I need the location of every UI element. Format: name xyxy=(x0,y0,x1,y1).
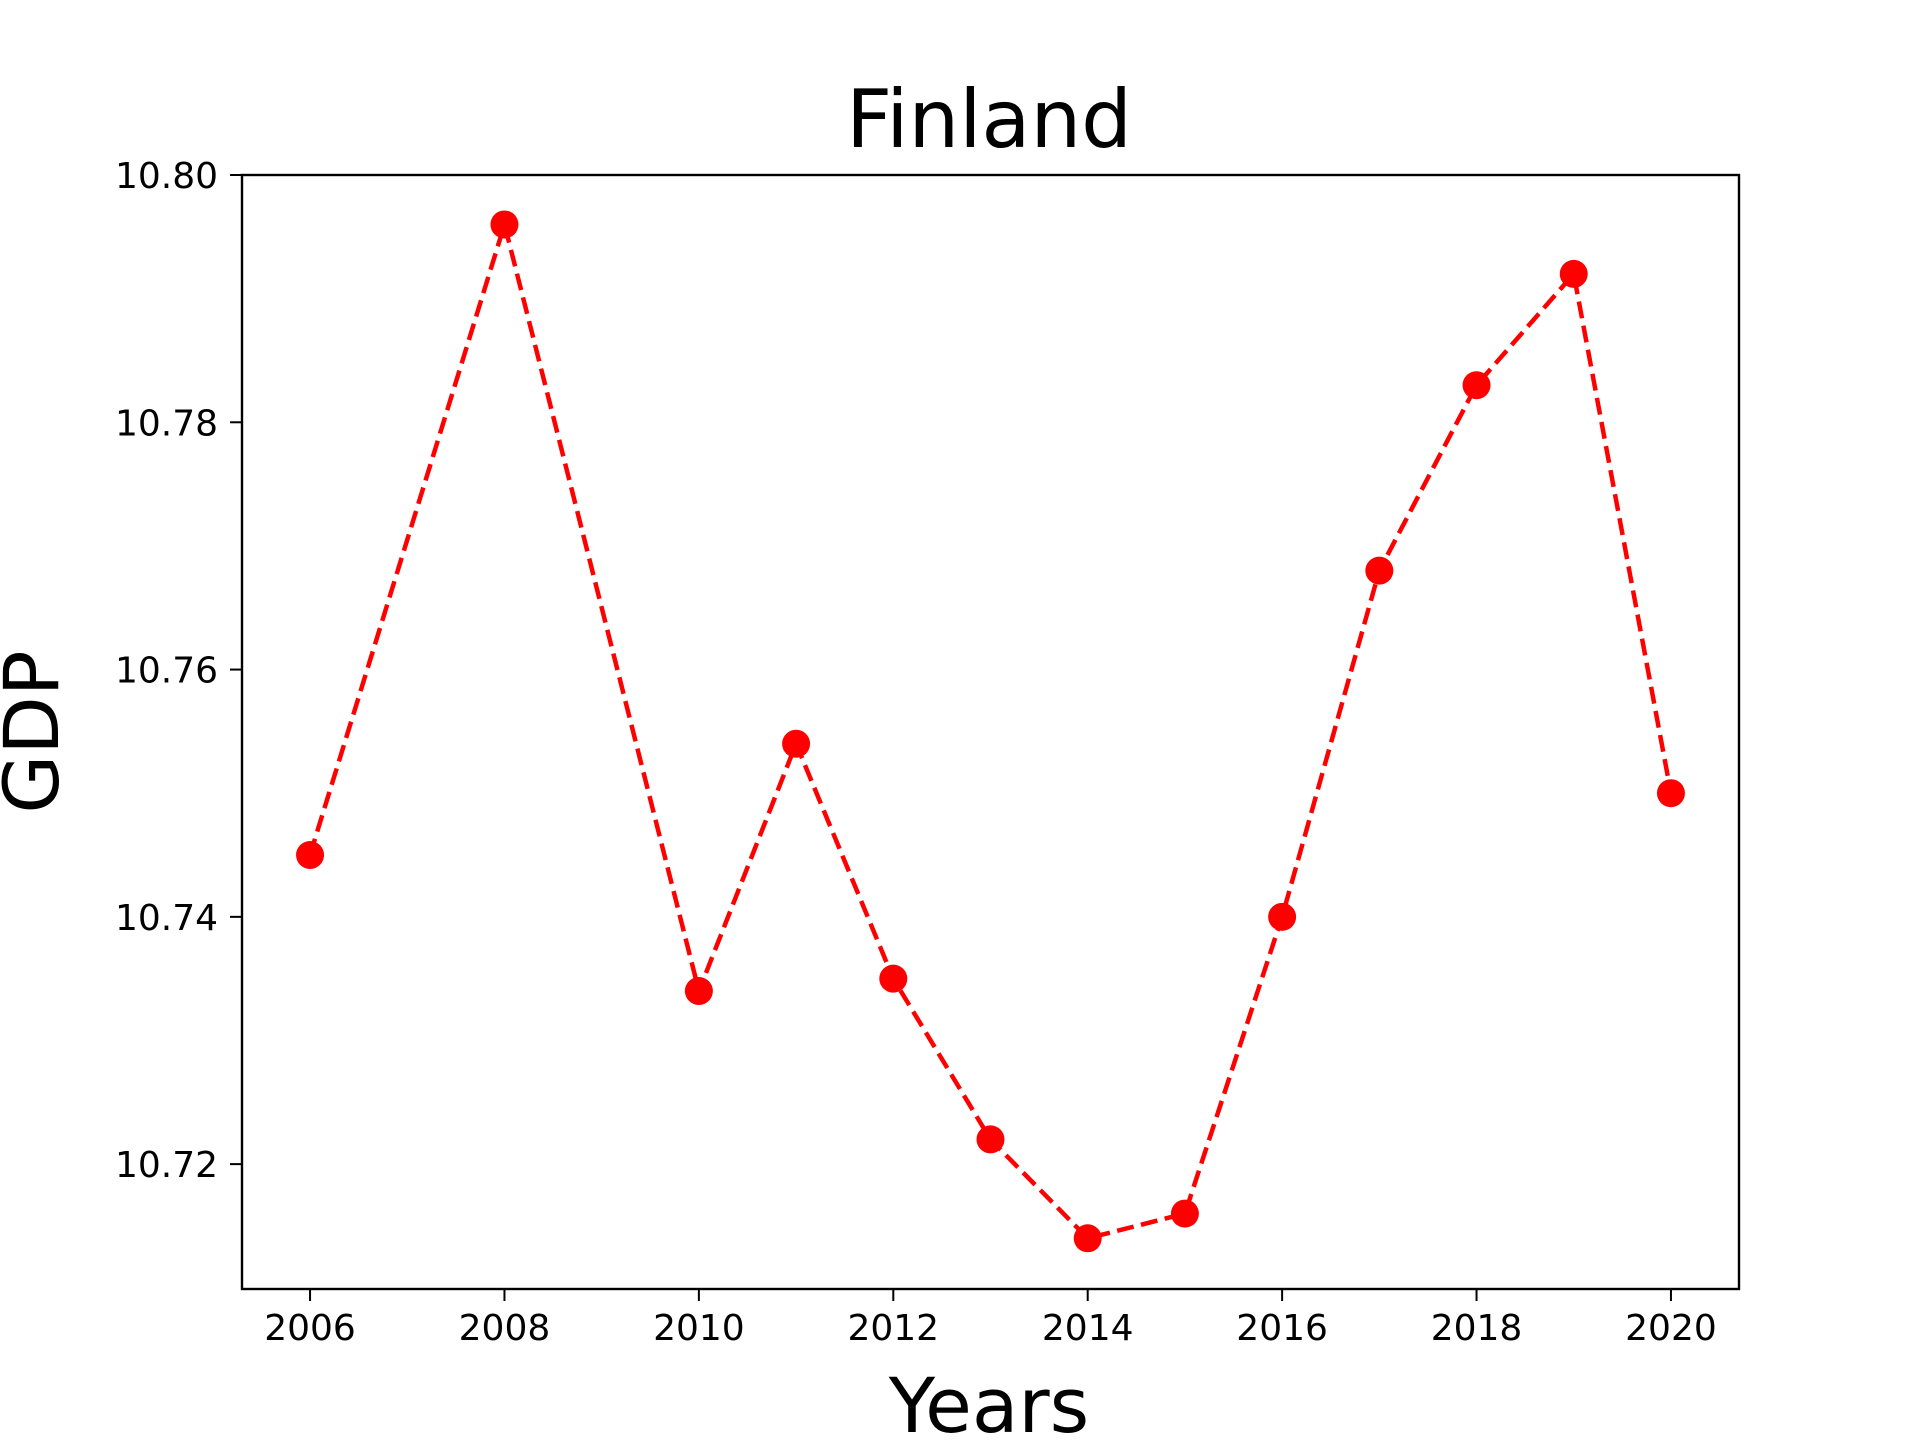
data-point-marker xyxy=(879,964,908,993)
data-point-marker xyxy=(490,210,519,239)
data-point-marker xyxy=(1073,1224,1102,1253)
y-tick-label: 10.80 xyxy=(115,156,218,197)
chart-title: Finland xyxy=(846,73,1132,166)
data-point-marker xyxy=(1365,556,1394,585)
y-tick-label: 10.78 xyxy=(115,403,218,444)
x-tick-label: 2012 xyxy=(847,1308,939,1349)
plot-frame xyxy=(240,173,1741,1291)
y-axis-label: GDP xyxy=(0,650,76,813)
y-tick-label: 10.76 xyxy=(115,651,218,692)
data-point-marker xyxy=(1268,902,1297,931)
series-layer xyxy=(296,210,1685,1253)
data-point-marker xyxy=(1170,1199,1199,1228)
x-tick-label: 2014 xyxy=(1042,1308,1134,1349)
x-axis-ticks: 2006 2008 2010 2012 2014 2016 2018 2020 xyxy=(264,1289,1717,1349)
x-tick-label: 2020 xyxy=(1625,1308,1717,1349)
data-point-marker xyxy=(1559,259,1588,288)
data-point-marker xyxy=(782,729,811,758)
x-tick-label: 2016 xyxy=(1236,1308,1328,1349)
x-axis-label: Years xyxy=(888,1361,1090,1440)
y-tick-label: 10.72 xyxy=(115,1145,218,1186)
x-tick-label: 2006 xyxy=(264,1308,356,1349)
y-tick-label: 10.74 xyxy=(115,898,218,939)
data-point-marker xyxy=(976,1125,1005,1154)
y-axis-ticks: 10.72 10.74 10.76 10.78 10.80 xyxy=(115,156,242,1186)
x-tick-label: 2010 xyxy=(653,1308,745,1349)
x-tick-label: 2018 xyxy=(1431,1308,1523,1349)
data-point-marker xyxy=(1656,779,1685,808)
data-point-marker xyxy=(684,977,713,1006)
data-point-marker xyxy=(1462,371,1491,400)
x-tick-label: 2008 xyxy=(459,1308,551,1349)
data-point-marker xyxy=(296,841,325,870)
